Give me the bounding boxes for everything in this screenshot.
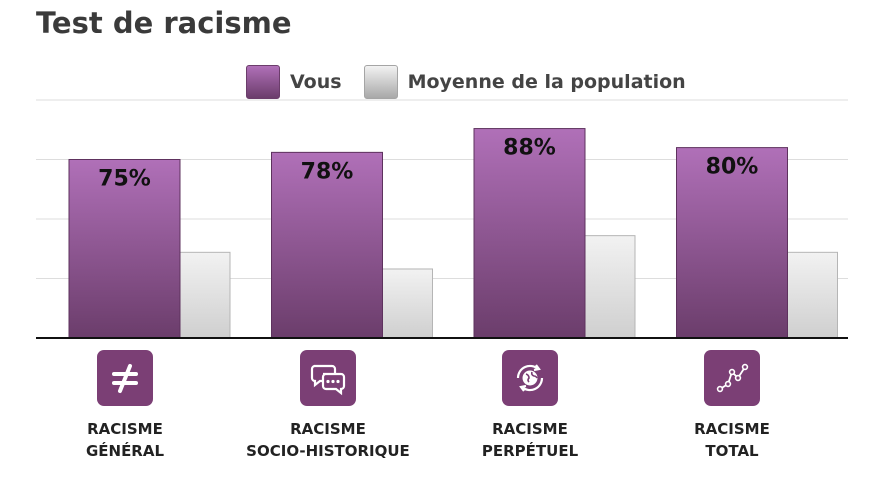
- category-socio-historique: RACISME SOCIO-HISTORIQUE: [233, 350, 423, 462]
- bar-value-label: 80%: [706, 155, 759, 180]
- category-label: RACISME TOTAL: [637, 418, 827, 462]
- category-label-line2: TOTAL: [705, 442, 759, 460]
- globe-cycle-icon: [502, 350, 558, 406]
- bar-average: [584, 235, 636, 339]
- bar-you: [473, 128, 586, 339]
- chat-bubbles-icon: [300, 350, 356, 406]
- not-equal-icon: [97, 350, 153, 406]
- category-label-line2: GÉNÉRAL: [85, 442, 165, 460]
- category-total: RACISME TOTAL: [637, 350, 827, 462]
- line-graph-icon: [704, 350, 760, 406]
- category-label-line2: SOCIO-HISTORIQUE: [246, 442, 410, 460]
- legend-label-average: Moyenne de la population: [407, 71, 686, 93]
- page-title: Test de racisme: [36, 6, 292, 40]
- category-label-line1: RACISME: [87, 420, 163, 438]
- legend-swatch-average: [363, 65, 398, 99]
- legend-item-you: Vous: [246, 65, 342, 99]
- category-label: RACISME SOCIO-HISTORIQUE: [233, 418, 423, 462]
- bar-value-label: 88%: [503, 136, 556, 161]
- bar-you: [68, 159, 181, 339]
- legend-item-average: Moyenne de la population: [363, 65, 686, 99]
- bar-average: [382, 268, 433, 339]
- bar-you: [676, 147, 788, 339]
- bar-value-label: 75%: [98, 167, 151, 192]
- category-label-line1: RACISME: [694, 420, 770, 438]
- category-perpetuel: RACISME PERPÉTUEL: [435, 350, 625, 462]
- category-general: RACISME GÉNÉRAL: [30, 350, 220, 462]
- bar-average: [787, 251, 838, 339]
- category-label: RACISME PERPÉTUEL: [435, 418, 625, 462]
- legend-label-you: Vous: [290, 71, 342, 93]
- bar-chart: 75% 78% 88% 80%: [36, 99, 848, 339]
- legend: Vous Moyenne de la population: [246, 64, 708, 100]
- bar-value-label: 78%: [301, 159, 354, 184]
- category-label-line1: RACISME: [492, 420, 568, 438]
- category-label: RACISME GÉNÉRAL: [30, 418, 220, 462]
- bar-average: [179, 251, 231, 339]
- bar-you: [271, 151, 383, 339]
- legend-swatch-you: [246, 65, 280, 99]
- category-label-line2: PERPÉTUEL: [481, 442, 579, 460]
- category-label-line1: RACISME: [290, 420, 366, 438]
